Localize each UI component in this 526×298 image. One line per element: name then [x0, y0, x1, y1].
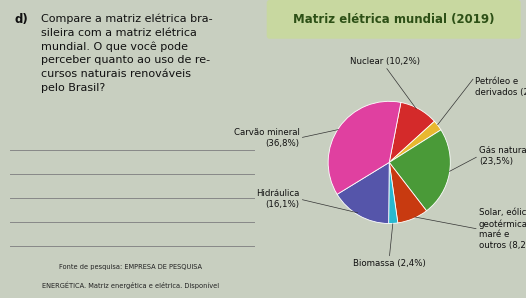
Text: Carvão mineral
(36,8%): Carvão mineral (36,8%) — [234, 128, 300, 148]
Wedge shape — [389, 162, 398, 224]
Text: ENERGÉTICA. Matriz energética e elétrica. Disponível: ENERGÉTICA. Matriz energética e elétrica… — [42, 281, 219, 288]
Wedge shape — [389, 103, 434, 162]
Text: Matriz elétrica mundial (2019): Matriz elétrica mundial (2019) — [293, 13, 494, 26]
Wedge shape — [389, 121, 441, 162]
Text: Petróleo e
derivados (2,8%): Petróleo e derivados (2,8%) — [475, 77, 526, 97]
Wedge shape — [328, 101, 401, 194]
Text: d): d) — [14, 13, 28, 27]
Text: Hidráulica
(16,1%): Hidráulica (16,1%) — [256, 189, 300, 209]
Text: Biomassa (2,4%): Biomassa (2,4%) — [353, 259, 426, 268]
FancyBboxPatch shape — [267, 0, 521, 39]
Wedge shape — [389, 162, 427, 223]
Wedge shape — [389, 130, 450, 211]
Text: Compare a matriz elétrica bra-
sileira com a matriz elétrica
mundial. O que você: Compare a matriz elétrica bra- sileira c… — [41, 13, 212, 93]
Text: Nuclear (10,2%): Nuclear (10,2%) — [350, 57, 420, 66]
Text: Gás natural
(23,5%): Gás natural (23,5%) — [479, 146, 526, 166]
Text: Solar, eólica,
geotérmica,
maré e
outros (8,2%): Solar, eólica, geotérmica, maré e outros… — [479, 208, 526, 250]
Wedge shape — [337, 162, 389, 224]
Text: Fonte de pesquisa: EMPRESA DE PESQUISA: Fonte de pesquisa: EMPRESA DE PESQUISA — [59, 264, 202, 270]
